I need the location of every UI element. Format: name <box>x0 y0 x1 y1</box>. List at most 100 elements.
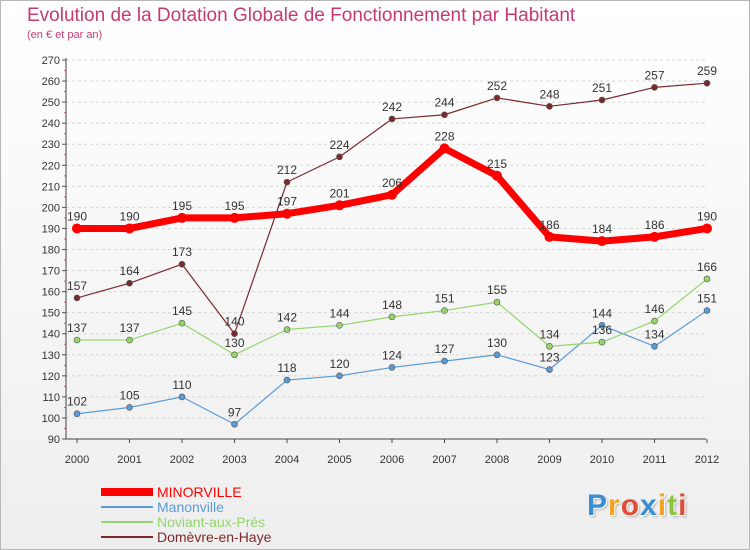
x-tick-label: 2009 <box>537 454 561 466</box>
data-label: 148 <box>382 298 402 312</box>
data-point <box>73 410 81 418</box>
logo-letter: r <box>608 489 621 522</box>
data-label: 110 <box>172 378 191 392</box>
legend-item: Domèvre-en-Haye <box>101 530 401 545</box>
data-point <box>439 143 450 154</box>
data-label: 123 <box>539 351 559 365</box>
data-point <box>598 338 606 346</box>
data-label: 124 <box>382 348 402 362</box>
legend-swatch <box>101 488 153 496</box>
data-label: 118 <box>277 361 296 375</box>
data-label: 186 <box>644 218 664 232</box>
x-tick-label: 2006 <box>380 454 404 466</box>
legend-label: MINORVILLE <box>157 484 242 500</box>
data-label: 190 <box>697 209 717 223</box>
y-tick-label: 150 <box>42 308 60 320</box>
data-point <box>283 326 291 333</box>
data-point <box>73 336 81 344</box>
y-tick-label: 240 <box>42 118 60 130</box>
data-point <box>703 307 711 314</box>
y-tick-label: 210 <box>42 181 60 193</box>
series-noviant-aux-pr-s: 137 137 145 130 142 144 148 151 155 134 136 146 166 <box>67 260 717 359</box>
data-point <box>546 103 553 110</box>
data-label: 215 <box>487 157 507 171</box>
data-point <box>336 153 343 161</box>
data-label: 166 <box>697 260 717 274</box>
legend-label: Domèvre-en-Haye <box>157 529 272 545</box>
data-point <box>283 376 291 384</box>
proxiti-logo: Proxiti <box>587 489 687 523</box>
data-label: 206 <box>382 176 402 190</box>
y-tick-label: 200 <box>42 202 60 214</box>
data-point <box>598 96 606 104</box>
data-label: 164 <box>119 264 139 278</box>
logo-letter: i <box>657 489 668 522</box>
data-label: 144 <box>592 306 612 320</box>
legend: MINORVILLE Manonville Noviant-aux-Prés Domè… <box>101 485 401 545</box>
data-label: 190 <box>119 209 139 223</box>
data-label: 134 <box>644 327 664 341</box>
y-tick-label: 260 <box>42 76 60 88</box>
data-point <box>598 321 606 329</box>
data-point <box>388 115 396 123</box>
data-label: 244 <box>434 96 454 110</box>
y-tick-label: 110 <box>42 392 60 404</box>
x-tick-label: 2000 <box>65 454 89 466</box>
data-label: 137 <box>67 321 87 335</box>
data-label: 251 <box>592 81 612 95</box>
data-label: 224 <box>329 138 349 152</box>
data-point <box>283 178 291 186</box>
data-point <box>493 94 501 102</box>
legend-swatch <box>101 536 153 538</box>
data-point <box>493 298 501 306</box>
x-tick-label: 2007 <box>432 454 456 466</box>
legend-label: Manonville <box>157 499 224 515</box>
logo-letter: i <box>678 489 688 522</box>
data-label: 105 <box>119 388 139 402</box>
logo-letter: P <box>587 489 609 522</box>
data-label: 144 <box>329 306 349 320</box>
data-label: 195 <box>172 199 192 213</box>
data-point <box>651 317 658 325</box>
data-label: 201 <box>329 186 349 200</box>
data-point <box>597 236 607 247</box>
data-label: 195 <box>224 199 244 213</box>
data-point <box>441 307 448 314</box>
data-label: 151 <box>697 292 717 306</box>
data-label: 248 <box>539 87 559 101</box>
legend-swatch <box>101 506 153 508</box>
data-label: 157 <box>67 279 87 293</box>
data-point <box>72 223 82 234</box>
data-point <box>178 393 186 401</box>
data-point <box>492 170 502 181</box>
data-point <box>126 336 133 344</box>
x-tick-label: 2004 <box>275 454 299 466</box>
data-label: 257 <box>644 68 664 82</box>
y-tick-label: 220 <box>42 160 60 172</box>
data-label: 120 <box>329 357 349 371</box>
data-point <box>126 279 133 287</box>
data-point <box>703 275 711 283</box>
data-label: 242 <box>382 100 402 114</box>
data-label: 127 <box>434 342 454 356</box>
data-point <box>649 231 660 242</box>
data-point <box>546 343 553 350</box>
data-point <box>388 364 396 371</box>
x-tick-label: 2010 <box>590 454 614 466</box>
series-dom-vre-en-haye: 157 164 173 140 212 224 242 244 252 248 251 257 259 <box>67 64 717 338</box>
y-tick-label: 250 <box>42 97 60 109</box>
data-point <box>387 189 397 200</box>
x-tick-label: 2008 <box>485 454 509 466</box>
data-point <box>73 294 81 302</box>
legend-item: Manonville <box>101 500 401 515</box>
y-tick-label: 100 <box>42 413 60 425</box>
data-label: 134 <box>539 327 559 341</box>
data-label: 97 <box>228 405 242 419</box>
y-tick-label: 120 <box>42 371 60 383</box>
data-point <box>231 420 238 428</box>
data-label: 130 <box>224 336 244 350</box>
data-point <box>124 223 135 234</box>
logo-letter: o <box>620 489 641 522</box>
data-label: 197 <box>277 195 297 209</box>
